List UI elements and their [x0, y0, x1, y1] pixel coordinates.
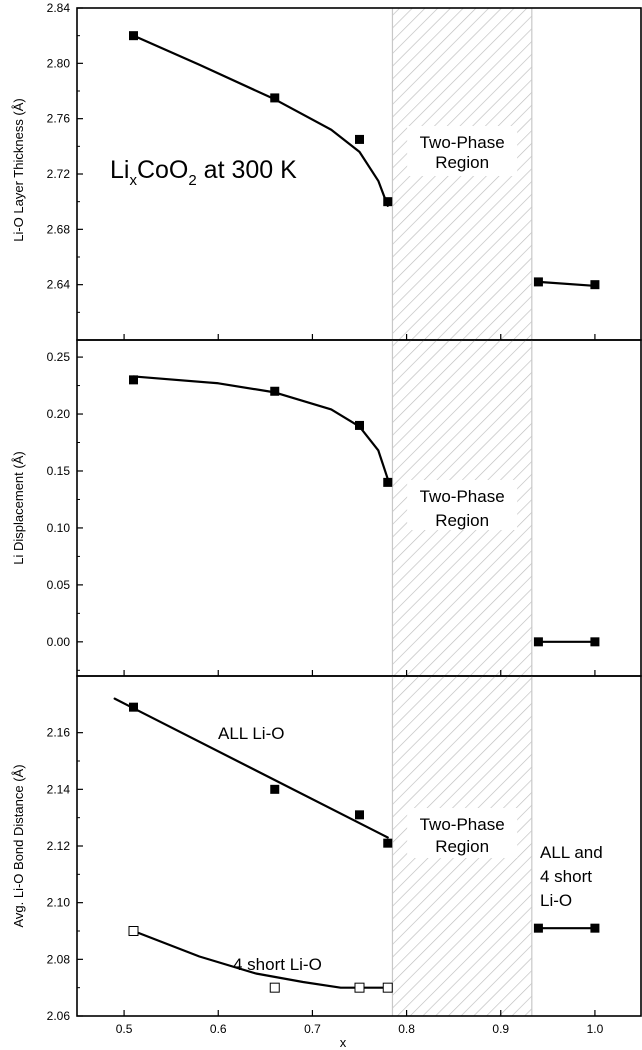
y-axis-label-top: Li-O Layer Thickness (Å) — [11, 98, 26, 242]
data-point-top-0 — [590, 280, 600, 290]
data-point-bottom-0 — [355, 810, 364, 820]
title-li: Li — [110, 156, 129, 184]
data-point-middle-0 — [533, 637, 543, 647]
title-tail: at 300 K — [197, 156, 297, 184]
annotation-right-line1: ALL and — [540, 843, 603, 862]
y-tick-label: 2.80 — [47, 56, 71, 70]
y-tick-label: 2.76 — [47, 112, 71, 126]
x-tick-label: 0.8 — [398, 1022, 415, 1036]
region-label-bottom-line1: Two-Phase — [420, 815, 505, 834]
data-point-bottom-2 — [533, 923, 543, 933]
data-point-top-0 — [533, 277, 543, 287]
y-tick-label: 2.06 — [47, 1009, 71, 1023]
region-label-middle-line1: Two-Phase — [420, 487, 505, 506]
fit-curve-top-0-b — [537, 280, 599, 288]
y-tick-label: 0.00 — [47, 635, 71, 649]
region-label-bg-bottom — [407, 808, 518, 858]
data-point-top-0 — [270, 93, 280, 103]
region-label-top-line2: Region — [435, 153, 489, 172]
data-point-top-0 — [129, 31, 138, 41]
y-tick-label: 0.25 — [47, 350, 71, 364]
data-point-middle-0 — [590, 637, 600, 647]
y-axis-label-middle: Li Displacement (Å) — [11, 451, 26, 564]
data-point-bottom-1 — [382, 982, 393, 993]
y-tick-label: 2.64 — [47, 278, 71, 292]
fit-curve-middle-0 — [132, 375, 389, 481]
y-tick-label: 0.10 — [47, 521, 71, 535]
x-tick-label: 0.7 — [304, 1022, 321, 1036]
y-tick-label: 2.84 — [47, 1, 71, 15]
data-point-bottom-1 — [269, 982, 280, 993]
data-point-middle-0 — [270, 386, 280, 396]
data-point-middle-0 — [383, 477, 393, 487]
data-point-bottom-1 — [128, 926, 139, 936]
data-point-bottom-0 — [129, 702, 138, 712]
plot-frame-middle — [76, 339, 642, 677]
data-point-top-0 — [383, 197, 393, 207]
region-label-bg-top — [407, 126, 518, 176]
data-point-top-0 — [355, 134, 364, 144]
x-tick-label: 0.9 — [492, 1022, 509, 1036]
chart-title: LixCoO2 at 300 K — [110, 156, 297, 189]
title-coo: CoO — [137, 156, 188, 184]
region-label-bg-middle — [407, 480, 518, 530]
y-tick-label: 2.16 — [47, 726, 71, 740]
annotation-4-short-li-o: 4 short Li-O — [233, 955, 322, 974]
y-tick-label: 2.68 — [47, 222, 71, 236]
y-tick-label: 0.05 — [47, 578, 71, 592]
x-tick-label: 1.0 — [587, 1022, 604, 1036]
annotation-right-line3: Li-O — [540, 891, 572, 910]
fit-curve-top-0 — [132, 34, 389, 207]
fit-curve-bottom-1 — [132, 929, 389, 989]
region-label-top-line1: Two-Phase — [420, 133, 505, 152]
region-label-middle-line2: Region — [435, 511, 489, 530]
y-tick-label: 2.72 — [47, 167, 71, 181]
title-sub-2: 2 — [188, 172, 196, 189]
y-tick-label: 0.15 — [47, 464, 71, 478]
y-tick-label: 0.20 — [47, 407, 71, 421]
annotation-all-li-o: ALL Li-O — [218, 724, 284, 743]
title-sub-x: x — [129, 172, 137, 189]
data-point-middle-0 — [129, 375, 138, 385]
x-tick-label: 0.6 — [210, 1022, 227, 1036]
y-tick-label: 2.12 — [47, 839, 71, 853]
y-axis-label-bottom: Avg. Li-O Bond Distance (Å) — [11, 764, 26, 927]
data-point-bottom-2 — [590, 923, 600, 933]
data-point-bottom-1 — [354, 982, 365, 993]
data-point-bottom-0 — [383, 838, 393, 848]
data-point-bottom-0 — [270, 784, 280, 794]
y-tick-label: 2.10 — [47, 896, 71, 910]
x-axis-label: x — [340, 1035, 347, 1050]
region-label-bottom-line2: Region — [435, 837, 489, 856]
annotation-right-line2: 4 short — [540, 867, 592, 886]
y-tick-label: 2.14 — [47, 782, 71, 796]
fit-curve-bottom-0 — [113, 697, 389, 839]
x-tick-label: 0.5 — [116, 1022, 133, 1036]
y-tick-label: 2.08 — [47, 952, 71, 966]
data-point-middle-0 — [355, 420, 364, 430]
